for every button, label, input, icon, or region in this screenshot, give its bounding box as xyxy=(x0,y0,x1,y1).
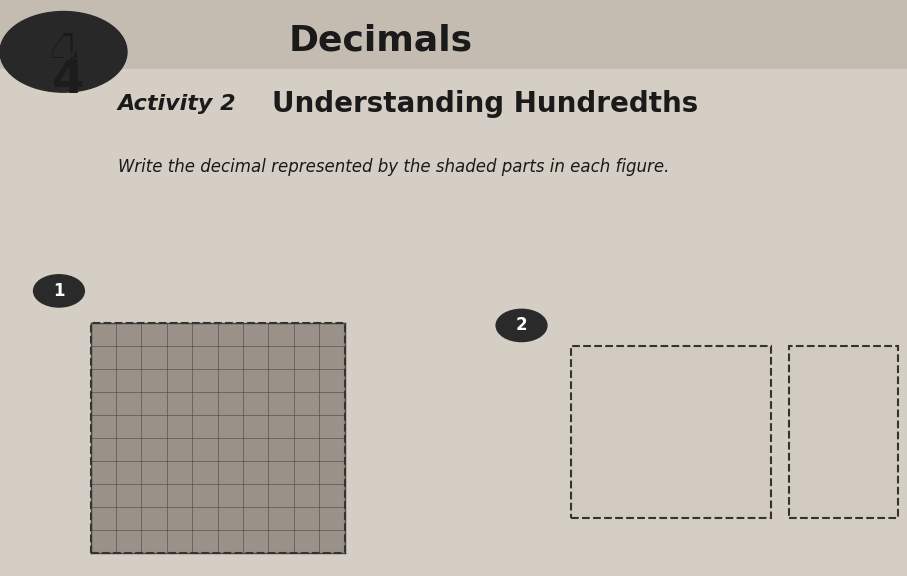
Circle shape xyxy=(34,275,84,307)
Bar xyxy=(91,323,345,553)
Bar xyxy=(91,323,345,553)
Bar xyxy=(0,0,907,69)
Text: 4: 4 xyxy=(52,58,84,103)
Bar xyxy=(789,346,898,518)
Text: 2: 2 xyxy=(516,316,527,335)
Bar xyxy=(571,346,771,518)
Text: 4: 4 xyxy=(49,31,78,73)
Text: Write the decimal represented by the shaded parts in each figure.: Write the decimal represented by the sha… xyxy=(118,158,669,176)
Circle shape xyxy=(496,309,547,342)
Text: Understanding Hundredths: Understanding Hundredths xyxy=(272,90,698,118)
Text: 4: 4 xyxy=(51,35,76,69)
Text: Activity 2: Activity 2 xyxy=(118,94,237,113)
Text: Decimals: Decimals xyxy=(288,23,473,58)
Text: 1: 1 xyxy=(54,282,64,300)
Circle shape xyxy=(0,12,127,92)
